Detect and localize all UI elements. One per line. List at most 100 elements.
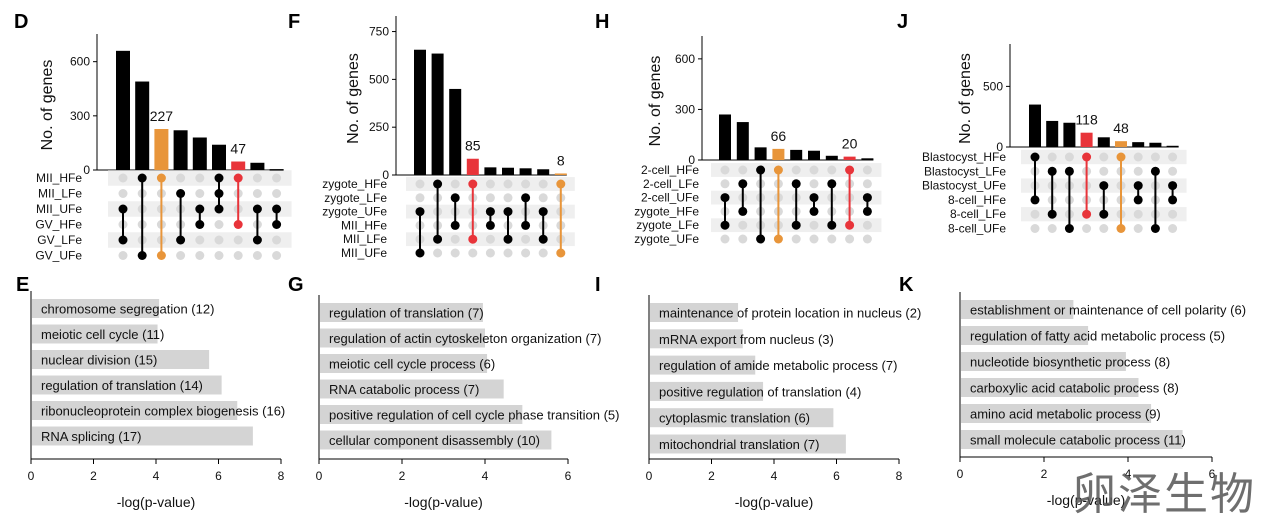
intersection-bar-J — [1029, 104, 1041, 147]
go-term-label-G: cellular component disassembly (10) — [329, 433, 540, 448]
go-term-label-E: chromosome segregation (12) — [41, 302, 214, 317]
go-term-label-E: ribonucleoprotein complex biogenesis (16… — [41, 404, 285, 419]
intersection-bar-H — [825, 155, 838, 160]
matrix-dot-filled-D — [252, 204, 262, 214]
matrix-dot-empty-J — [1047, 152, 1057, 162]
go-term-bar-E — [32, 299, 160, 318]
go-term-bar-K — [961, 378, 1139, 397]
matrix-dot-empty-F — [450, 234, 460, 244]
set-label-D: MII_UFe — [36, 202, 82, 216]
matrix-dot-empty-F — [485, 193, 495, 203]
intersection-bar-H — [843, 156, 856, 160]
matrix-dot-empty-F — [538, 248, 548, 258]
y-axis-label-J: No. of genes — [957, 53, 974, 144]
go-term-bar-K — [961, 430, 1183, 449]
matrix-dot-empty-D — [118, 189, 128, 198]
go-term-bar-I — [650, 381, 764, 401]
go-term-label-E: nuclear division (15) — [41, 353, 157, 368]
matrix-dot-filled-F — [538, 234, 548, 244]
go-term-label-K: nucleotide biosynthetic process (8) — [970, 355, 1170, 370]
set-label-J: 8-cell_LFe — [950, 207, 1006, 221]
matrix-dot-filled-H — [827, 179, 837, 189]
matrix-dot-filled-H — [720, 193, 730, 203]
bar-value-label-J: 118 — [1075, 112, 1098, 128]
matrix-dot-filled-H — [791, 220, 801, 230]
matrix-dot-filled-J — [1064, 166, 1074, 176]
y-tick-label-D: 300 — [70, 109, 90, 123]
matrix-dot-filled-F — [468, 179, 478, 189]
y-tick-label-F: 500 — [369, 72, 389, 86]
matrix-dot-filled-D — [156, 251, 166, 260]
matrix-dot-empty-F — [521, 179, 531, 189]
matrix-dot-empty-D — [252, 251, 262, 260]
bar-value-label-J: 48 — [1113, 120, 1129, 136]
matrix-dot-filled-H — [845, 165, 855, 175]
go-term-label-K: regulation of fatty acid metabolic proce… — [970, 329, 1225, 344]
set-label-J: 8-cell_UFe — [948, 222, 1006, 236]
intersection-bar-J — [1097, 137, 1110, 147]
matrix-dot-filled-D — [195, 204, 205, 214]
set-label-H: 2-cell_HFe — [641, 163, 699, 177]
intersection-bar-D — [135, 81, 150, 170]
matrix-dot-filled-D — [156, 173, 166, 183]
matrix-dot-filled-D — [272, 220, 282, 229]
x-tick-label-I: 2 — [708, 469, 715, 483]
y-axis-label-D: No. of genes — [39, 60, 56, 151]
matrix-dot-empty-D — [214, 235, 224, 245]
bar-value-label-F: 85 — [465, 138, 481, 154]
matrix-dot-empty-H — [862, 165, 872, 175]
set-label-H: zygote_LFe — [636, 218, 699, 232]
matrix-dot-empty-F — [415, 193, 425, 203]
matrix-dot-filled-F — [485, 220, 495, 230]
matrix-dot-empty-J — [1099, 224, 1109, 233]
matrix-dot-empty-H — [791, 165, 801, 175]
matrix-dot-filled-D — [233, 173, 243, 183]
go-term-label-K: establishment or maintenance of cell pol… — [970, 303, 1246, 318]
matrix-dot-filled-F — [450, 220, 460, 230]
matrix-dot-filled-D — [214, 189, 224, 198]
go-term-bar-G — [320, 354, 488, 373]
bar-value-label-F: 8 — [557, 152, 565, 168]
matrix-dot-empty-D — [272, 189, 282, 198]
matrix-dot-empty-J — [1168, 209, 1178, 219]
set-label-H: zygote_HFe — [634, 204, 699, 218]
set-label-J: 8-cell_HFe — [948, 193, 1006, 207]
go-term-bar-G — [320, 303, 483, 322]
matrix-dot-empty-D — [195, 251, 205, 260]
y-tick-label-D: 600 — [70, 55, 90, 69]
matrix-dot-empty-F — [538, 179, 548, 189]
matrix-dot-filled-H — [827, 220, 837, 230]
go-term-label-E: RNA splicing (17) — [41, 429, 141, 444]
x-tick-label-G: 0 — [316, 469, 323, 483]
panel-letter-E: E — [16, 274, 29, 296]
matrix-dot-empty-J — [1099, 152, 1109, 162]
matrix-dot-filled-H — [756, 234, 766, 244]
x-tick-label-E: 0 — [28, 469, 35, 483]
intersection-bar-H — [754, 147, 767, 160]
go-term-bar-G — [320, 430, 552, 450]
panel-letter-F: F — [288, 11, 300, 33]
matrix-dot-filled-J — [1082, 209, 1092, 219]
matrix-dot-empty-D — [195, 173, 205, 183]
bar-value-label-H: 20 — [842, 136, 858, 152]
panel-letter-D: D — [14, 11, 28, 33]
intersection-bar-J — [1149, 142, 1162, 147]
set-label-J: Blastocyst_LFe — [924, 164, 1006, 178]
set-label-J: Blastocyst_HFe — [922, 150, 1006, 164]
x-axis-label-I: -log(p-value) — [735, 494, 814, 510]
go-term-label-I: regulation of amide metabolic process (7… — [659, 358, 897, 373]
matrix-dot-empty-H — [738, 234, 748, 244]
go-term-label-K: small molecule catabolic process (11) — [970, 433, 1186, 448]
go-term-bar-E — [32, 375, 222, 395]
matrix-dot-filled-D — [137, 173, 147, 183]
go-term-bar-I — [650, 408, 834, 428]
go-term-bar-I — [650, 355, 756, 375]
x-tick-label-E: 2 — [90, 469, 97, 483]
set-label-F: MII_LFe — [343, 232, 387, 246]
intersection-bar-F — [484, 167, 497, 175]
matrix-dot-empty-F — [468, 248, 478, 258]
matrix-dot-empty-J — [1030, 209, 1040, 219]
matrix-dot-filled-H — [720, 220, 730, 230]
intersection-bar-H — [772, 148, 785, 160]
